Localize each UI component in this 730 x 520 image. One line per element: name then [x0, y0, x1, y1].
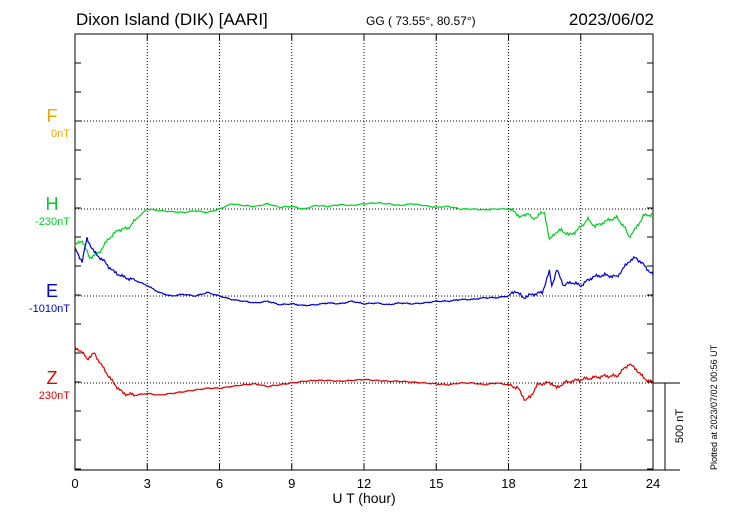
series-line-e [74, 237, 654, 307]
component-h-baseline: -230nT [35, 216, 70, 228]
grid-lines [75, 34, 653, 470]
x-tick-label: 12 [357, 476, 371, 491]
chart-date: 2023/06/02 [568, 10, 654, 29]
component-z-label: Z [46, 368, 58, 388]
scale-bar: 500 nT [653, 382, 686, 471]
component-h-label: H [45, 194, 59, 214]
x-tick-label: 6 [216, 476, 223, 491]
series-layer [74, 201, 654, 401]
component-e-baseline: -1010nT [29, 303, 70, 315]
component-e-label: E [45, 281, 58, 301]
station-title: Dixon Island (DIK) [AARI] [76, 10, 268, 29]
x-tick-label: 15 [429, 476, 443, 491]
component-f-baseline: 0nT [51, 128, 70, 140]
component-f-label: F [46, 106, 58, 126]
plot-frame [74, 33, 654, 471]
x-tick-label: 21 [574, 476, 588, 491]
x-tick-label: 0 [71, 476, 78, 491]
series-line-z [74, 346, 654, 401]
axis-ticks: 0 3 6 9 12 15 18 21 24 [71, 33, 660, 491]
scale-bar-label: 500 nT [674, 409, 686, 444]
x-tick-label: 3 [144, 476, 151, 491]
component-z-baseline: 230nT [38, 390, 70, 402]
x-tick-label: 24 [646, 476, 660, 491]
station-coordinates: GG ( 73.55°, 80.57°) [366, 14, 476, 28]
x-tick-label: 9 [288, 476, 295, 491]
plotted-timestamp: Plotted at 2023/07/02 00:56 UT [709, 344, 719, 470]
series-line-h [74, 201, 654, 260]
x-tick-label: 18 [501, 476, 515, 491]
x-axis-label: U T (hour) [332, 490, 395, 506]
